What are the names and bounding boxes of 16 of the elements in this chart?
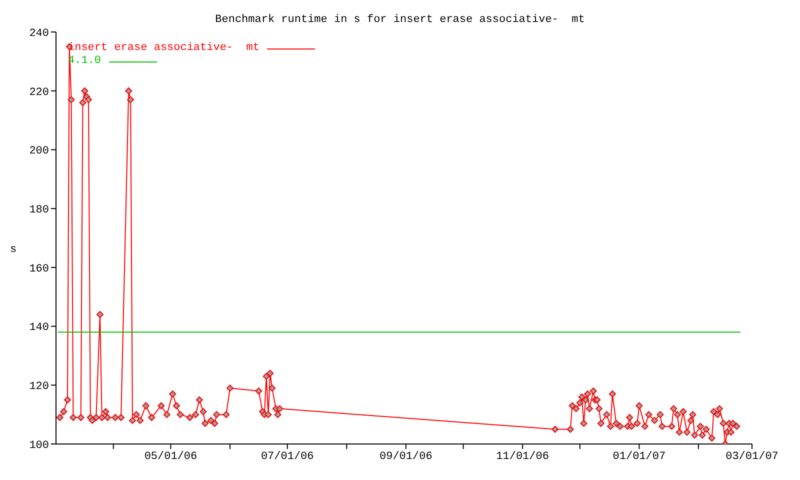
y-axis-title: s (10, 244, 17, 256)
x-tick-label: 03/01/07 (726, 450, 778, 463)
y-tick-label: 140 (29, 322, 49, 334)
x-tick-label: 07/01/06 (260, 450, 314, 463)
y-tick-label: 240 (29, 28, 49, 40)
y-tick-label: 220 (29, 86, 49, 99)
y-tick-label: 180 (29, 204, 49, 216)
x-tick-label: 09/01/06 (380, 450, 432, 463)
x-tick-label: 05/01/06 (144, 450, 198, 463)
y-tick-label: 200 (29, 146, 49, 158)
y-tick-label: 160 (29, 263, 49, 276)
x-tick-label: 11/01/06 (496, 450, 549, 463)
x-tick-label: 01/01/07 (612, 450, 666, 463)
y-tick-label: 120 (29, 381, 49, 394)
y-tick-label: 100 (29, 440, 49, 452)
chart-title: Benchmark runtime in s for insert erase associative- mt (214, 14, 586, 26)
